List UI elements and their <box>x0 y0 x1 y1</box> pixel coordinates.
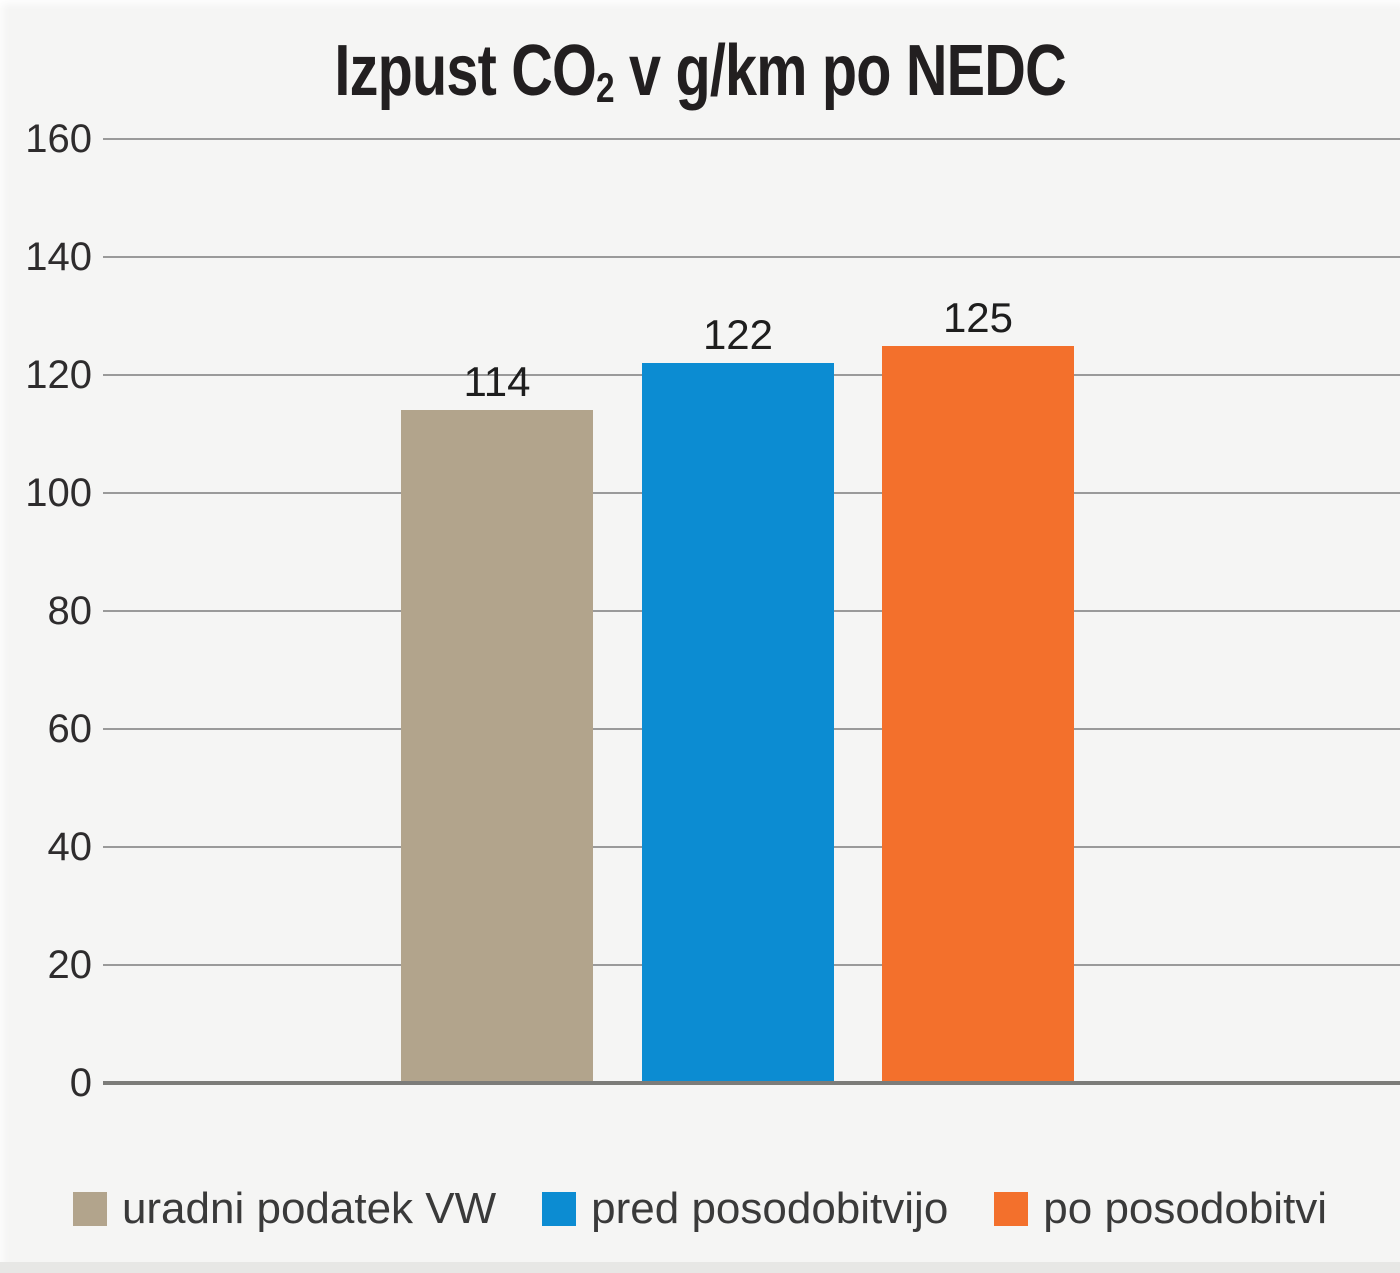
y-tick-label-60: 60 <box>47 707 93 751</box>
title-prefix: Izpust CO <box>334 31 596 111</box>
bottom-strip <box>0 1262 1400 1273</box>
bar-uradni-podatek-vw <box>401 410 593 1083</box>
y-tick-label-140: 140 <box>25 235 92 279</box>
x-axis-line <box>103 1081 1400 1085</box>
legend-swatch-icon <box>72 1192 107 1226</box>
bar-value-label-pred-posodobitvijo: 122 <box>702 311 774 359</box>
y-tick-label-20: 20 <box>47 943 93 987</box>
chart-title: Izpust CO2 v g/km po NEDC <box>0 30 1400 113</box>
legend-swatch-icon <box>994 1192 1029 1226</box>
bar-value-label-uradni-podatek-vw: 114 <box>463 358 531 406</box>
y-tick-label-0: 0 <box>69 1061 92 1105</box>
y-tick-label-160: 160 <box>25 117 92 161</box>
chart-title-text: Izpust CO2 v g/km po NEDC <box>334 30 1067 113</box>
legend-swatch-icon <box>542 1192 577 1226</box>
y-tick-label-40: 40 <box>47 825 93 869</box>
bar-pred-posodobitvijo <box>642 363 834 1083</box>
gridline-140 <box>103 256 1400 258</box>
legend-label: pred posodobitvijo <box>591 1184 949 1233</box>
title-subscript: 2 <box>595 63 615 111</box>
y-tick-label-80: 80 <box>47 589 93 633</box>
legend-item-po-posodobitvi: po posodobitvi <box>994 1184 1327 1234</box>
bar-value-label-po-posodobitvi: 125 <box>942 293 1014 341</box>
bar-po-posodobitvi <box>882 345 1074 1083</box>
gridline-160 <box>103 138 1400 140</box>
y-tick-label-100: 100 <box>25 471 92 515</box>
y-tick-label-120: 120 <box>25 353 92 397</box>
title-suffix: v g/km po NEDC <box>613 31 1067 111</box>
legend: uradni podatek VW pred posodobitvijo po po… <box>0 1184 1400 1234</box>
legend-label: po posodobitvi <box>1043 1184 1328 1233</box>
legend-item-uradni-podatek-vw: uradni podatek VW <box>72 1184 497 1234</box>
legend-label: uradni podatek VW <box>121 1184 497 1233</box>
legend-item-pred-posodobitvijo: pred posodobitvijo <box>542 1184 948 1234</box>
